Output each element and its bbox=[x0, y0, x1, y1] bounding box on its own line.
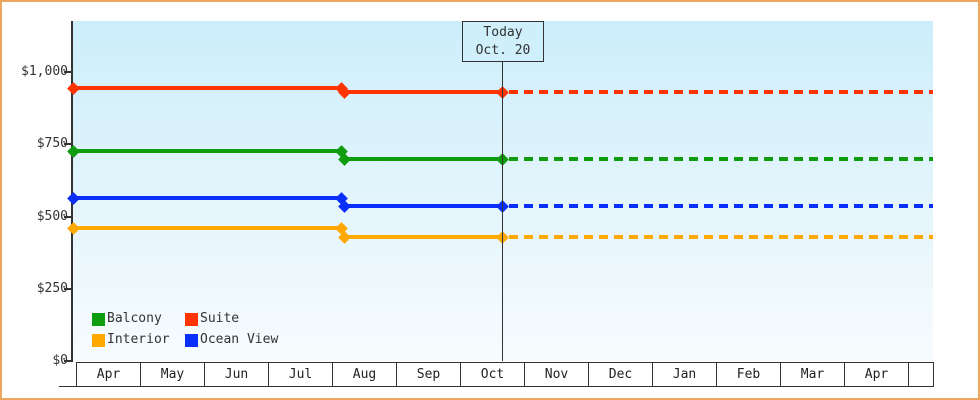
month-cell: Aug bbox=[333, 363, 397, 386]
month-cell: Jul bbox=[269, 363, 333, 386]
month-cell: Sep bbox=[397, 363, 461, 386]
chart-legend: Balcony Suite Interior Ocean View bbox=[92, 312, 278, 347]
y-axis-tick-mark bbox=[64, 71, 72, 73]
y-axis-tick-label: $500 bbox=[36, 209, 68, 224]
month-cell: Mar bbox=[781, 363, 845, 386]
y-axis-tick-mark bbox=[64, 288, 72, 290]
today-box-date: Oct. 20 bbox=[475, 43, 531, 58]
series-line-current bbox=[341, 157, 502, 161]
month-cell: Apr bbox=[845, 363, 909, 386]
y-axis-tick-mark bbox=[64, 360, 72, 362]
month-cell: Nov bbox=[525, 363, 589, 386]
legend-item: Balcony bbox=[92, 312, 185, 326]
series-line-initial bbox=[73, 196, 343, 200]
month-cell: Feb bbox=[717, 363, 781, 386]
legend-label: Ocean View bbox=[200, 332, 279, 347]
today-line bbox=[502, 61, 503, 361]
month-cell-empty bbox=[909, 363, 933, 386]
x-axis-baseline-extension bbox=[59, 386, 77, 387]
y-axis-tick-label: $250 bbox=[36, 281, 68, 296]
today-box: Today Oct. 20 bbox=[462, 21, 544, 62]
legend-swatch-ocean-view bbox=[185, 333, 198, 347]
legend-swatch-interior bbox=[92, 333, 105, 347]
legend-label: Interior bbox=[107, 332, 170, 347]
series-line-initial bbox=[73, 149, 343, 153]
y-axis-tick-label: $750 bbox=[36, 136, 68, 151]
month-cell: Dec bbox=[589, 363, 653, 386]
today-box-title: Today bbox=[483, 25, 523, 40]
series-line-projection bbox=[509, 90, 933, 94]
legend-swatch-balcony bbox=[92, 312, 105, 326]
month-cell: Jun bbox=[205, 363, 269, 386]
series-line-projection bbox=[509, 204, 933, 208]
legend-item: Interior bbox=[92, 333, 185, 347]
legend-item: Ocean View bbox=[185, 333, 278, 347]
y-axis-tick-label: $0 bbox=[52, 353, 68, 368]
legend-swatch-suite bbox=[185, 312, 198, 326]
month-cell: Jan bbox=[653, 363, 717, 386]
x-axis-month-row: Apr May Jun Jul Aug Sep Oct Nov Dec Jan Feb Mar Apr bbox=[76, 362, 934, 387]
y-axis bbox=[71, 21, 73, 362]
series-line-current bbox=[341, 90, 502, 94]
series-line-current bbox=[341, 235, 502, 239]
legend-label: Balcony bbox=[107, 311, 162, 326]
legend-label: Suite bbox=[200, 311, 240, 326]
series-line-initial bbox=[73, 226, 343, 230]
month-cell: May bbox=[141, 363, 205, 386]
series-line-projection bbox=[509, 157, 933, 161]
plot-area bbox=[73, 21, 933, 361]
y-axis-tick-mark bbox=[64, 216, 72, 218]
series-line-initial bbox=[73, 86, 343, 90]
month-cell: Oct bbox=[461, 363, 525, 386]
y-axis-tick-label: $1,000 bbox=[21, 64, 68, 79]
legend-item: Suite bbox=[185, 312, 278, 326]
month-cell: Apr bbox=[77, 363, 141, 386]
y-axis-tick-mark bbox=[64, 143, 72, 145]
series-line-projection bbox=[509, 235, 933, 239]
series-line-current bbox=[341, 204, 502, 208]
